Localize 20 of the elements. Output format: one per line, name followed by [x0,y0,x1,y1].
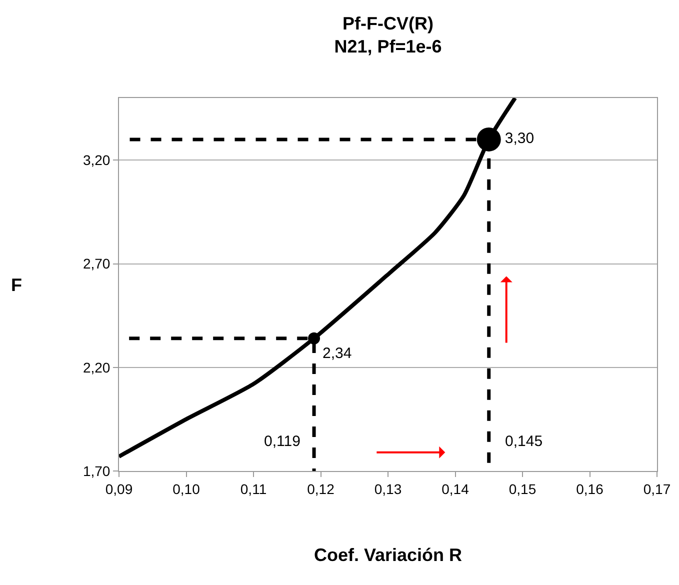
y-axis-title: F [11,275,22,295]
data-label: 3,30 [504,130,534,148]
x-axis-title: Coef. Variación R [314,544,462,565]
y-tick-label: 2,20 [82,359,110,376]
y-tick-label: 1,70 [82,462,110,479]
y-tick-label: 2,70 [82,256,110,272]
x-tick-label: 0,10 [172,480,200,497]
annotation: 0,145 [505,433,543,450]
x-tick-label: 0,17 [643,480,671,497]
x-tick-label: 0,12 [307,480,335,497]
x-tick-label: 0,13 [374,480,402,497]
y-tick-label: 3,20 [82,152,110,168]
data-label: 2,34 [322,345,352,362]
annotation: 0,119 [264,433,300,450]
x-tick-label: 0,11 [240,480,267,497]
x-tick-label: 0,16 [576,480,604,497]
x-tick-label: 0,14 [442,480,470,497]
x-tick-label: 0,15 [508,480,536,497]
x-tick-label: 0,09 [105,480,133,497]
chart-title: Pf-F-CV(R) N21, Pf=1e-6 [334,13,442,57]
